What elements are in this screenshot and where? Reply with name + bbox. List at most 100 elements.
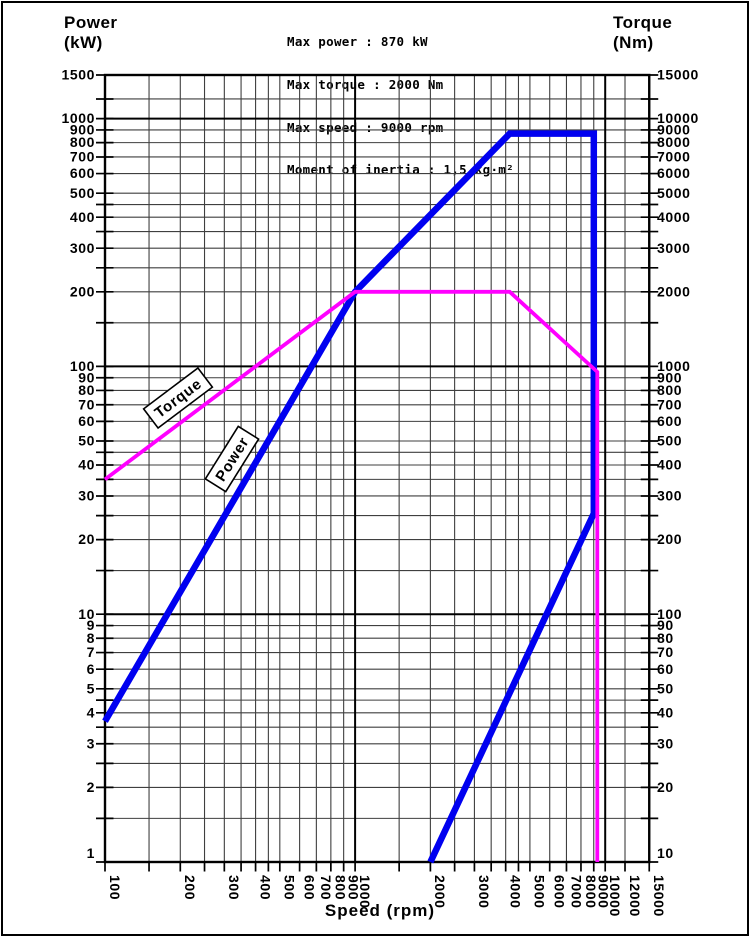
svg-text:1000: 1000 xyxy=(657,358,691,374)
right-axis-title-text: Torque xyxy=(613,13,673,32)
grid-minor xyxy=(105,75,650,862)
spec-max-power: Max power : 870 kW xyxy=(287,34,428,50)
svg-text:800: 800 xyxy=(657,382,682,398)
svg-text:10000: 10000 xyxy=(657,110,699,126)
svg-text:10: 10 xyxy=(78,606,95,622)
torque-curve xyxy=(103,289,600,862)
svg-text:2000: 2000 xyxy=(657,283,691,299)
svg-text:4000: 4000 xyxy=(657,209,691,225)
svg-text:15000: 15000 xyxy=(657,67,699,83)
spec-max-torque: Max torque : 2000 Nm xyxy=(287,77,444,93)
svg-text:3000: 3000 xyxy=(657,240,691,256)
svg-text:1000: 1000 xyxy=(61,110,95,126)
svg-text:300: 300 xyxy=(70,240,95,256)
svg-text:7000: 7000 xyxy=(657,149,691,165)
power-curve xyxy=(102,130,598,864)
svg-text:1000: 1000 xyxy=(357,875,373,909)
svg-text:15000: 15000 xyxy=(651,875,667,917)
svg-text:4: 4 xyxy=(87,704,95,720)
svg-text:70: 70 xyxy=(657,644,674,660)
svg-text:500: 500 xyxy=(657,433,682,449)
svg-text:50: 50 xyxy=(657,680,674,696)
svg-text:500: 500 xyxy=(70,185,95,201)
plot-border xyxy=(103,73,651,864)
left-axis-title-text: Power xyxy=(64,13,118,32)
svg-text:30: 30 xyxy=(78,488,95,504)
torque-curve-label: Torque xyxy=(142,366,214,430)
svg-text:5000: 5000 xyxy=(657,185,691,201)
svg-text:100: 100 xyxy=(107,875,123,900)
svg-text:20: 20 xyxy=(78,531,95,547)
svg-text:300: 300 xyxy=(657,488,682,504)
svg-text:80: 80 xyxy=(78,382,95,398)
svg-text:10000: 10000 xyxy=(607,875,623,917)
svg-text:40: 40 xyxy=(78,457,95,473)
svg-text:6000: 6000 xyxy=(552,875,568,909)
svg-text:400: 400 xyxy=(657,457,682,473)
y-right-labels: 1020304050607080901002003004005006007008… xyxy=(657,67,699,861)
svg-text:400: 400 xyxy=(70,209,95,225)
svg-text:2: 2 xyxy=(87,779,95,795)
svg-text:30: 30 xyxy=(657,735,674,751)
svg-text:9: 9 xyxy=(87,617,95,633)
svg-text:8000: 8000 xyxy=(583,875,599,909)
svg-text:3000: 3000 xyxy=(476,875,492,909)
svg-text:70: 70 xyxy=(78,396,95,412)
svg-text:40: 40 xyxy=(657,704,674,720)
svg-text:5000: 5000 xyxy=(532,875,548,909)
svg-text:600: 600 xyxy=(70,165,95,181)
svg-text:9000: 9000 xyxy=(657,122,691,138)
svg-text:6: 6 xyxy=(87,661,95,677)
svg-text:500: 500 xyxy=(282,875,298,900)
svg-text:900: 900 xyxy=(345,875,361,900)
svg-text:2000: 2000 xyxy=(432,875,448,909)
right-axis-unit-text: (Nm) xyxy=(613,33,654,52)
svg-text:900: 900 xyxy=(657,369,682,385)
svg-text:600: 600 xyxy=(657,413,682,429)
right-axis-title: Torque (Nm) xyxy=(613,13,672,53)
svg-text:20: 20 xyxy=(657,779,674,795)
svg-text:12000: 12000 xyxy=(627,875,643,917)
svg-text:700: 700 xyxy=(70,149,95,165)
left-axis-unit-text: (kW) xyxy=(64,33,103,52)
left-axis-title: Power (kW) xyxy=(64,13,118,53)
spec-max-speed: Max speed : 9000 rpm xyxy=(287,119,444,135)
svg-text:1500: 1500 xyxy=(61,67,95,83)
x-axis-title: Speed (rpm) xyxy=(324,901,436,920)
svg-text:200: 200 xyxy=(657,531,682,547)
svg-text:100: 100 xyxy=(657,606,682,622)
svg-text:100: 100 xyxy=(70,358,95,374)
svg-text:7000: 7000 xyxy=(568,875,584,909)
svg-text:5: 5 xyxy=(87,680,95,696)
power-curve-label: Power xyxy=(204,425,260,493)
svg-text:4000: 4000 xyxy=(507,875,523,909)
svg-text:90: 90 xyxy=(657,617,674,633)
svg-text:900: 900 xyxy=(70,122,95,138)
svg-text:700: 700 xyxy=(318,875,334,900)
svg-text:80: 80 xyxy=(657,630,674,646)
svg-text:800: 800 xyxy=(70,134,95,150)
svg-text:1: 1 xyxy=(87,845,95,861)
svg-text:600: 600 xyxy=(301,875,317,900)
svg-text:60: 60 xyxy=(78,413,95,429)
svg-text:300: 300 xyxy=(226,875,242,900)
svg-text:800: 800 xyxy=(333,875,349,900)
svg-text:8000: 8000 xyxy=(657,134,691,150)
svg-text:50: 50 xyxy=(78,433,95,449)
svg-text:200: 200 xyxy=(70,283,95,299)
svg-text:8: 8 xyxy=(87,630,95,646)
svg-text:7: 7 xyxy=(87,644,95,660)
svg-text:9000: 9000 xyxy=(596,875,612,909)
svg-text:60: 60 xyxy=(657,661,674,677)
svg-text:400: 400 xyxy=(257,875,273,900)
svg-text:10: 10 xyxy=(657,845,674,861)
svg-text:3: 3 xyxy=(87,735,95,751)
svg-text:6000: 6000 xyxy=(657,165,691,181)
svg-text:90: 90 xyxy=(78,369,95,385)
svg-text:700: 700 xyxy=(657,396,682,412)
svg-text:200: 200 xyxy=(182,875,198,900)
